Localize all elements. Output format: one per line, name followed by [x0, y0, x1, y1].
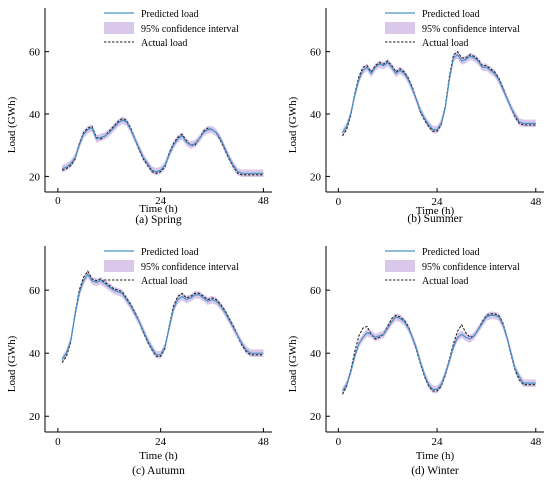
panel-3-x-axis-title: Time (h)	[139, 450, 178, 462]
panel-2-legend-band-swatch	[385, 22, 415, 34]
panel-1-y-tick-label: 40	[29, 109, 41, 121]
panel-2-x-tick-label: 0	[336, 196, 342, 208]
panel-4-confidence-band	[342, 311, 536, 395]
panel-3-legend-band-label: 95% confidence interval	[141, 262, 239, 273]
panel-2-y-tick-label: 60	[310, 47, 322, 59]
panel-4-y-axis-title: Load (GWh)	[287, 335, 299, 392]
panel-4-legend-actual-label: Actual load	[422, 276, 468, 287]
panel-4-caption: (d) Winter	[411, 465, 459, 477]
panel-3-x-tick-label: 0	[55, 436, 61, 448]
panel-2-y-tick-label: 40	[310, 109, 322, 121]
panel-2: 20 40 60 0 24 48 Time (h) Load (GWh) (b) Summer P…	[287, 8, 544, 225]
panel-1-x-tick-label: 0	[55, 195, 61, 207]
panel-3-legend-predicted-label: Predicted load	[141, 247, 198, 258]
panel-3-legend-band-swatch	[104, 260, 134, 272]
panel-1-legend-actual-label: Actual load	[141, 38, 187, 49]
panel-1-legend-predicted-label: Predicted load	[141, 9, 198, 20]
panel-3-y-tick-label: 60	[29, 285, 41, 297]
panel-1: 20 40 60 0 24 48 Time (h) Load (GWh) (a) Spring P…	[6, 8, 272, 226]
panel-3-x-tick-label: 24	[155, 436, 167, 448]
panel-1-y-tick-label: 20	[29, 171, 41, 183]
panel-4-x-axis-title: Time (h)	[416, 450, 455, 462]
panel-4-legend-band-label: 95% confidence interval	[422, 262, 520, 273]
panel-2-legend-predicted-label: Predicted load	[422, 9, 479, 20]
panel-4-x-tick-label: 0	[336, 436, 342, 448]
panel-2-legend-band-label: 95% confidence interval	[422, 24, 520, 35]
panel-3-y-tick-label: 20	[29, 411, 41, 423]
panel-2-y-tick-label: 20	[310, 171, 322, 183]
panel-3-y-axis-title: Load (GWh)	[6, 335, 18, 392]
panel-2-legend-actual-label: Actual load	[422, 38, 468, 49]
panel-4-y-tick-label: 60	[310, 285, 322, 297]
panel-2-confidence-band	[342, 51, 536, 137]
panel-2-x-tick-label: 48	[530, 196, 542, 208]
panel-1-legend-band-label: 95% confidence interval	[141, 24, 239, 35]
panel-4-actual-load-line	[342, 313, 536, 395]
panel-1-caption: (a) Spring	[135, 214, 182, 226]
panel-3-actual-load-line	[61, 270, 264, 363]
panel-2-caption: (b) Summer	[407, 213, 462, 225]
panel-4-predicted-load-line	[341, 314, 536, 392]
panel-4-legend-predicted-label: Predicted load	[422, 247, 479, 258]
panel-1-x-axis-title: Time (h)	[139, 203, 178, 215]
panel-3: 20 40 60 0 24 48 Time (h) Load (GWh) (c) Autumn P…	[6, 246, 272, 477]
panel-2-y-axis-title: Load (GWh)	[287, 96, 299, 153]
panel-1-legend: Predicted load 95% confidence interval Act…	[104, 9, 239, 49]
panel-2-legend: Predicted load 95% confidence interval Act…	[385, 9, 520, 49]
panel-4-y-tick-label: 20	[310, 411, 322, 423]
panel-3-x-tick-label: 48	[258, 436, 270, 448]
panel-1-y-axis-title: Load (GWh)	[6, 96, 18, 153]
panel-4-legend: Predicted load 95% confidence interval Act…	[385, 247, 520, 287]
panel-1-predicted-load-line	[61, 119, 264, 174]
panel-2-x-axis-title: Time (h)	[416, 205, 455, 217]
panel-4-legend-band-swatch	[385, 260, 415, 272]
panel-2-x-tick-label: 24	[432, 196, 444, 208]
panel-1-x-tick-label: 24	[155, 195, 167, 207]
panel-3-predicted-load-line	[61, 273, 264, 360]
panel-4-x-tick-label: 48	[530, 436, 542, 448]
panel-1-legend-band-swatch	[104, 22, 134, 34]
panel-1-y-tick-label: 60	[29, 47, 41, 59]
panel-4-x-tick-label: 24	[432, 436, 444, 448]
panel-4-y-tick-label: 40	[310, 348, 322, 360]
panel-4: 20 40 60 0 24 48 Time (h) Load (GWh) (d) Winter P…	[287, 246, 544, 477]
panel-3-caption: (c) Autumn	[132, 465, 185, 477]
panel-2-predicted-load-line	[341, 53, 536, 134]
panel-3-legend: Predicted load 95% confidence interval Act…	[104, 247, 239, 287]
panel-1-confidence-band	[62, 116, 264, 178]
panel-3-legend-actual-label: Actual load	[141, 276, 187, 287]
panel-1-x-tick-label: 48	[258, 195, 270, 207]
panel-3-y-tick-label: 40	[29, 348, 41, 360]
